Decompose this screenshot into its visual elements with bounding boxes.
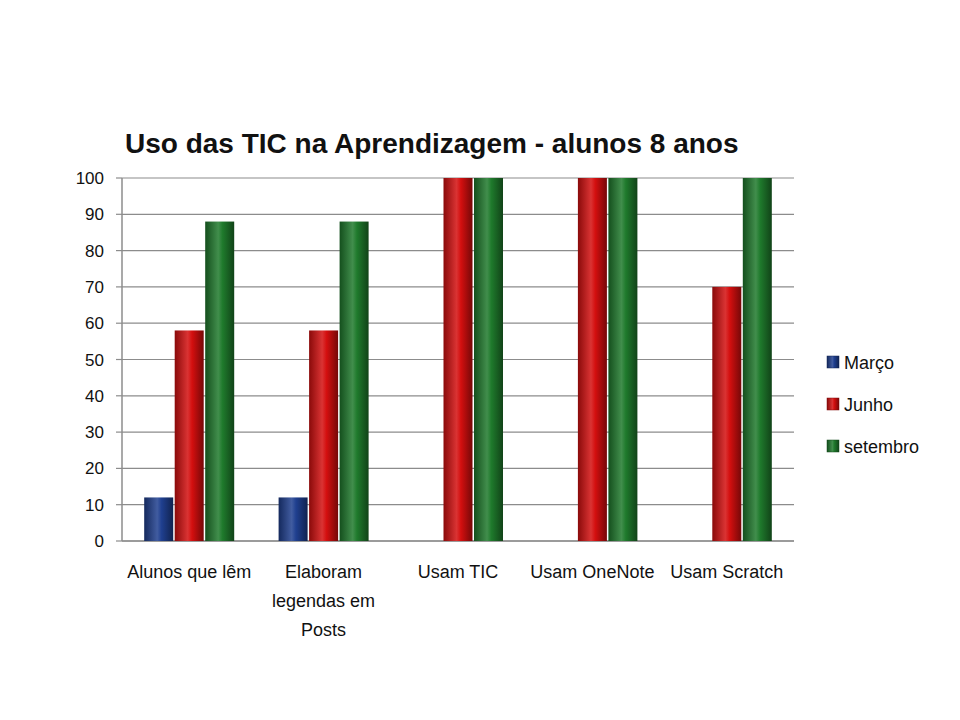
bar <box>279 497 308 541</box>
tick-label: 40 <box>85 387 104 406</box>
tick-label: 20 <box>85 459 104 478</box>
category-label: Usam TIC <box>418 562 499 582</box>
legend-label: Março <box>844 353 894 373</box>
bar <box>578 178 607 541</box>
bar <box>444 178 473 541</box>
legend-label: setembro <box>844 437 919 457</box>
bar <box>743 178 772 541</box>
tick-mark <box>116 177 122 178</box>
bar <box>682 541 711 542</box>
tick-label: 50 <box>85 351 104 370</box>
tick-label: 60 <box>85 314 104 333</box>
tick-mark <box>116 214 122 215</box>
category-label: Usam Scratch <box>670 562 783 582</box>
tick-label: 90 <box>85 205 104 224</box>
tick-mark <box>116 432 122 433</box>
legend-swatch <box>827 356 839 368</box>
tick-label: 0 <box>95 532 104 551</box>
tick-label: 80 <box>85 242 104 261</box>
chart: Uso das TIC na Aprendizagem - alunos 8 a… <box>0 0 960 720</box>
tick-mark <box>116 250 122 251</box>
bar <box>547 541 576 542</box>
bars <box>144 178 772 541</box>
legend-label: Junho <box>844 395 893 415</box>
bar <box>474 178 503 541</box>
category-label: Alunos que lêm <box>127 562 251 582</box>
bar <box>205 222 234 541</box>
bar <box>413 541 442 542</box>
category-label: Usam OneNote <box>530 562 654 582</box>
tick-label: 30 <box>85 423 104 442</box>
category-label: Elaboramlegendas emPosts <box>272 562 375 640</box>
tick-mark <box>116 468 122 469</box>
tick-mark <box>116 504 122 505</box>
tick-label: 100 <box>76 169 104 188</box>
bar <box>608 178 637 541</box>
legend-swatch <box>827 398 839 410</box>
legend-swatch <box>827 440 839 452</box>
legend: Março Junho setembro <box>827 353 919 457</box>
tick-mark <box>116 323 122 324</box>
bar <box>175 330 204 541</box>
chart-title: Uso das TIC na Aprendizagem - alunos 8 a… <box>125 128 739 159</box>
bar <box>340 222 369 541</box>
tick-mark <box>116 359 122 360</box>
bar <box>309 330 338 541</box>
tick-label: 10 <box>85 496 104 515</box>
y-axis <box>121 178 123 541</box>
tick-mark <box>116 395 122 396</box>
bar <box>712 287 741 541</box>
tick-mark <box>116 540 122 541</box>
tick-mark <box>116 286 122 287</box>
bar <box>144 497 173 541</box>
tick-label: 70 <box>85 278 104 297</box>
